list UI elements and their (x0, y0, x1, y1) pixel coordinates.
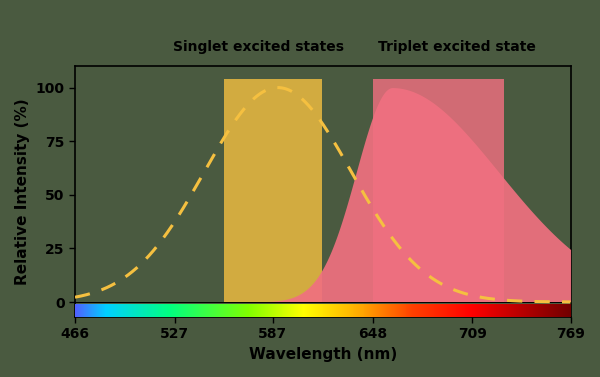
Y-axis label: Relative Intensity (%): Relative Intensity (%) (15, 98, 30, 285)
Text: Triplet excited state: Triplet excited state (377, 40, 536, 54)
Bar (224, 79, 322, 302)
Bar (373, 79, 503, 302)
Text: Singlet excited states: Singlet excited states (173, 40, 344, 54)
X-axis label: Wavelength (nm): Wavelength (nm) (248, 347, 397, 362)
